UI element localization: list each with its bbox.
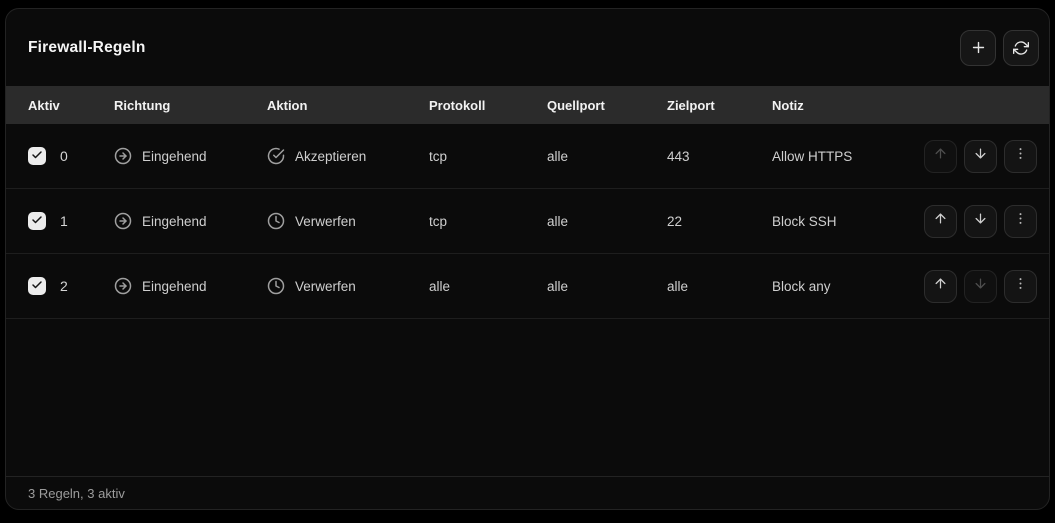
active-checkbox[interactable] <box>28 277 46 295</box>
rule-index: 0 <box>60 148 68 164</box>
clock-icon <box>267 277 285 295</box>
dest-port-cell: alle <box>667 278 689 294</box>
move-down-button[interactable] <box>964 269 997 303</box>
check-icon <box>31 214 43 229</box>
row-menu-button[interactable] <box>1004 269 1037 303</box>
action-label: Verwerfen <box>295 213 356 229</box>
row-actions <box>912 204 1037 238</box>
rules-summary: 3 Regeln, 3 aktiv <box>28 485 125 501</box>
check-icon <box>31 279 43 294</box>
direction-label: Eingehend <box>142 148 207 164</box>
page-title: Firewall-Regeln <box>28 38 146 56</box>
card-footer: 3 Regeln, 3 aktiv <box>6 476 1049 509</box>
protocol-cell: tcp <box>429 148 448 164</box>
direction-cell: Eingehend <box>114 147 267 165</box>
arrow-right-circle-icon <box>114 212 132 230</box>
header-actions <box>960 29 1039 66</box>
move-up-button[interactable] <box>924 139 957 173</box>
action-label: Verwerfen <box>295 278 356 294</box>
more-vertical-icon <box>1013 276 1028 296</box>
dest-port-cell: 22 <box>667 213 683 229</box>
source-port-cell: alle <box>547 213 569 229</box>
protocol-cell: alle <box>429 278 451 294</box>
row-menu-button[interactable] <box>1004 204 1037 238</box>
direction-label: Eingehend <box>142 213 207 229</box>
action-cell: Akzeptieren <box>267 147 429 165</box>
dest-port-cell: 443 <box>667 148 690 164</box>
direction-label: Eingehend <box>142 278 207 294</box>
move-up-button[interactable] <box>924 204 957 238</box>
note-cell: Block SSH <box>772 213 837 229</box>
row-menu-button[interactable] <box>1004 139 1037 173</box>
empty-area <box>6 319 1049 476</box>
action-cell: Verwerfen <box>267 277 429 295</box>
aktiv-cell: 1 <box>28 212 114 230</box>
column-header-richtung: Richtung <box>114 97 171 113</box>
row-actions <box>912 269 1037 303</box>
move-down-button[interactable] <box>964 204 997 238</box>
move-down-button[interactable] <box>964 139 997 173</box>
check-icon <box>31 149 43 164</box>
column-header-quellport: Quellport <box>547 97 605 113</box>
note-cell: Block any <box>772 278 831 294</box>
table-row: 1 Eingehend Verwerfen tcp alle 22 Block … <box>6 189 1049 254</box>
arrow-up-icon <box>933 146 948 166</box>
column-header-notiz: Notiz <box>772 97 804 113</box>
active-checkbox[interactable] <box>28 147 46 165</box>
column-header-aktiv: Aktiv <box>28 97 60 113</box>
column-header-zielport: Zielport <box>667 97 715 113</box>
refresh-button[interactable] <box>1003 29 1039 66</box>
arrow-down-icon <box>973 211 988 231</box>
direction-cell: Eingehend <box>114 212 267 230</box>
arrow-up-icon <box>933 211 948 231</box>
table-row: 2 Eingehend Verwerfen alle alle alle Blo… <box>6 254 1049 319</box>
arrow-right-circle-icon <box>114 277 132 295</box>
source-port-cell: alle <box>547 278 569 294</box>
firewall-rules-card: Firewall-Regeln Aktiv Richtung Aktion Pr… <box>5 8 1050 510</box>
protocol-cell: tcp <box>429 213 448 229</box>
row-actions <box>912 139 1037 173</box>
arrow-down-icon <box>973 276 988 296</box>
aktiv-cell: 2 <box>28 277 114 295</box>
more-vertical-icon <box>1013 146 1028 166</box>
arrow-right-circle-icon <box>114 147 132 165</box>
move-up-button[interactable] <box>924 269 957 303</box>
arrow-up-icon <box>933 276 948 296</box>
aktiv-cell: 0 <box>28 147 114 165</box>
arrow-down-icon <box>973 146 988 166</box>
source-port-cell: alle <box>547 148 569 164</box>
active-checkbox[interactable] <box>28 212 46 230</box>
more-vertical-icon <box>1013 211 1028 231</box>
card-header: Firewall-Regeln <box>6 9 1049 86</box>
refresh-icon <box>1013 40 1029 56</box>
column-header-aktion: Aktion <box>267 97 308 113</box>
rule-index: 2 <box>60 278 68 294</box>
table-row: 0 Eingehend Akzeptieren tcp alle 443 All… <box>6 124 1049 189</box>
add-rule-button[interactable] <box>960 29 996 66</box>
action-label: Akzeptieren <box>295 148 367 164</box>
action-cell: Verwerfen <box>267 212 429 230</box>
plus-icon <box>970 39 987 56</box>
table-header-row: Aktiv Richtung Aktion Protokoll Quellpor… <box>6 86 1049 124</box>
rule-index: 1 <box>60 213 68 229</box>
table-body: 0 Eingehend Akzeptieren tcp alle 443 All… <box>6 124 1049 319</box>
note-cell: Allow HTTPS <box>772 148 853 164</box>
check-circle-icon <box>267 147 285 165</box>
column-header-protokoll: Protokoll <box>429 97 486 113</box>
direction-cell: Eingehend <box>114 277 267 295</box>
clock-icon <box>267 212 285 230</box>
